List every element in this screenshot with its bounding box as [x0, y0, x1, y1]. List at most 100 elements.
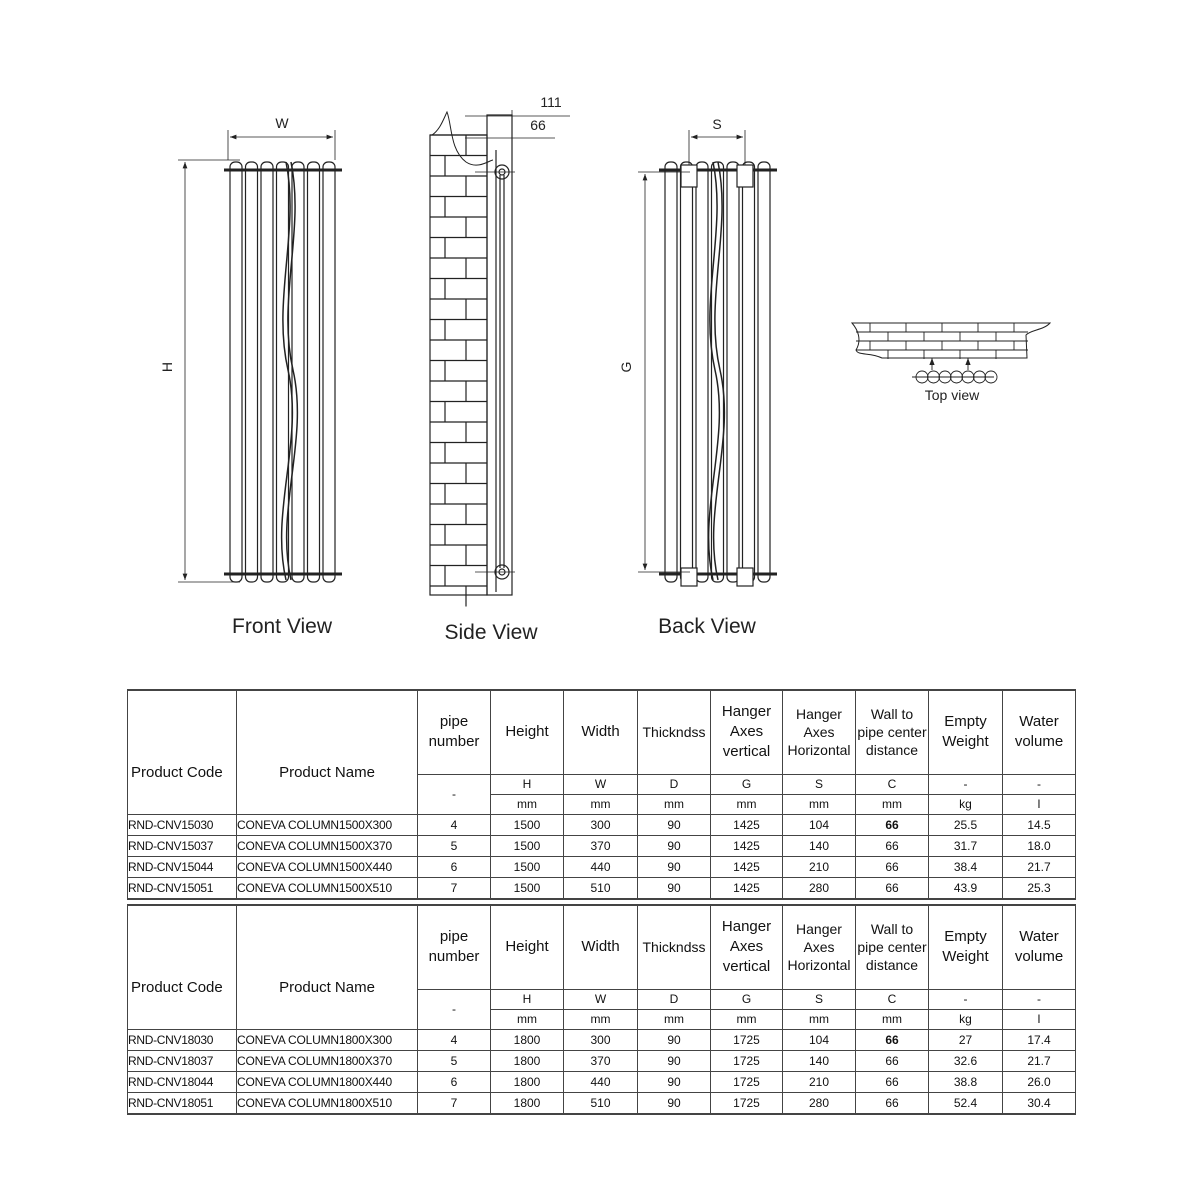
radiator-column	[695, 161, 709, 583]
column-symbol: C	[855, 988, 929, 1010]
brick-wall-side	[429, 134, 488, 607]
product-code-cell: RND-CNV15051	[127, 876, 237, 899]
column-unit: l	[1002, 793, 1076, 815]
column-header: Product Name	[236, 904, 418, 1030]
value-cell: 66	[855, 834, 929, 857]
value-cell: 440	[563, 855, 638, 878]
height-dimension-label: H	[159, 362, 175, 372]
value-cell: 43.9	[928, 876, 1003, 899]
value-cell: 1800	[490, 1091, 564, 1114]
column-header: Water volume	[1002, 904, 1076, 990]
column-header: Width	[563, 904, 638, 990]
value-cell: 1725	[710, 1070, 783, 1093]
value-cell: 30.4	[1002, 1091, 1076, 1114]
column-unit: kg	[928, 793, 1003, 815]
value-cell: 300	[563, 1028, 638, 1051]
value-cell: 210	[782, 855, 856, 878]
hanger-vertical-label: G	[618, 362, 634, 373]
column-header: Thickndss	[637, 904, 711, 990]
product-name-cell: CONEVA COLUMN1500X300	[236, 813, 418, 836]
radiator-column	[306, 161, 321, 583]
column-unit: mm	[710, 793, 783, 815]
column-unit: mm	[855, 793, 929, 815]
value-cell: 1500	[490, 876, 564, 899]
value-cell: 7	[417, 876, 491, 899]
value-cell: 140	[782, 834, 856, 857]
column-unit: mm	[563, 1008, 638, 1030]
value-cell: 104	[782, 813, 856, 836]
column-symbol: C	[855, 773, 929, 795]
radiator-column	[322, 161, 336, 583]
value-cell: 300	[563, 813, 638, 836]
product-code-cell: RND-CNV18037	[127, 1049, 237, 1072]
column-unit: mm	[637, 1008, 711, 1030]
table-row: RND-CNV18044 CONEVA COLUMN1800X440 6 1800 44…	[127, 1070, 1076, 1093]
front-breakline	[280, 161, 294, 581]
radiator-column	[664, 161, 678, 583]
value-cell: 90	[637, 834, 711, 857]
value-cell: 38.4	[928, 855, 1003, 878]
column-header: Wall to pipe center distance	[855, 689, 929, 775]
dimension-66-label: 66	[530, 117, 546, 133]
unit-row: mm mm mm mm mm mm kg l	[128, 793, 1076, 815]
column-symbol: -	[928, 773, 1003, 795]
value-cell: 66	[855, 876, 929, 899]
side-view-drawing	[429, 110, 570, 607]
value-cell: 1500	[490, 813, 564, 836]
column-unit: mm	[782, 1008, 856, 1030]
value-cell: 66	[855, 1070, 929, 1093]
radiator-column	[710, 161, 725, 583]
column-unit: mm	[490, 1008, 564, 1030]
column-symbol: D	[637, 773, 711, 795]
column-header: Height	[490, 689, 564, 775]
value-cell: 52.4	[928, 1091, 1003, 1114]
value-cell: 1800	[490, 1070, 564, 1093]
value-cell: 90	[637, 876, 711, 899]
column-unit: mm	[855, 1008, 929, 1030]
product-code-cell: RND-CNV15037	[127, 834, 237, 857]
pipe-section	[938, 370, 952, 384]
column-symbol: D	[637, 988, 711, 1010]
value-cell: 1425	[710, 813, 783, 836]
value-cell: 1725	[710, 1049, 783, 1072]
value-cell: 25.5	[928, 813, 1003, 836]
value-cell: 1500	[490, 834, 564, 857]
column-symbol: W	[563, 773, 638, 795]
wall-outline	[429, 134, 488, 596]
product-code-cell: RND-CNV18030	[127, 1028, 237, 1051]
table-row: RND-CNV15044 CONEVA COLUMN1500X440 6 1500 44…	[127, 855, 1076, 878]
column-unit: kg	[928, 1008, 1003, 1030]
value-cell: 370	[563, 1049, 638, 1072]
product-code-cell: RND-CNV15030	[127, 813, 237, 836]
column-symbol: H	[490, 773, 564, 795]
front-view-drawing	[178, 130, 342, 583]
radiator-column	[291, 161, 305, 583]
value-cell: 1725	[710, 1028, 783, 1051]
product-name-cell: CONEVA COLUMN1800X510	[236, 1091, 418, 1114]
top-view-drawing	[850, 322, 1052, 384]
column-header: Water volume	[1002, 689, 1076, 775]
value-cell: 66	[855, 1091, 929, 1114]
column-symbol: G	[710, 773, 783, 795]
spec-table-1800: Product Code Product Name pipe number Heigh…	[127, 904, 1076, 1115]
value-cell: 1725	[710, 1091, 783, 1114]
value-cell: 7	[417, 1091, 491, 1114]
radiator-column	[229, 161, 243, 583]
value-cell: 32.6	[928, 1049, 1003, 1072]
value-cell: 5	[417, 834, 491, 857]
column-unit: mm	[782, 793, 856, 815]
column-header: Thickndss	[637, 689, 711, 775]
value-cell: 90	[637, 855, 711, 878]
product-name-cell: CONEVA COLUMN1500X440	[236, 855, 418, 878]
value-cell: 90	[637, 1028, 711, 1051]
product-name-cell: CONEVA COLUMN1500X370	[236, 834, 418, 857]
value-cell: 17.4	[1002, 1028, 1076, 1051]
value-cell: 210	[782, 1070, 856, 1093]
product-code-cell: RND-CNV15044	[127, 855, 237, 878]
radiator-column	[741, 161, 756, 583]
column-header: Empty Weight	[928, 904, 1003, 990]
value-cell: 25.3	[1002, 876, 1076, 899]
value-cell: 440	[563, 1070, 638, 1093]
value-cell: 66	[855, 1028, 929, 1051]
